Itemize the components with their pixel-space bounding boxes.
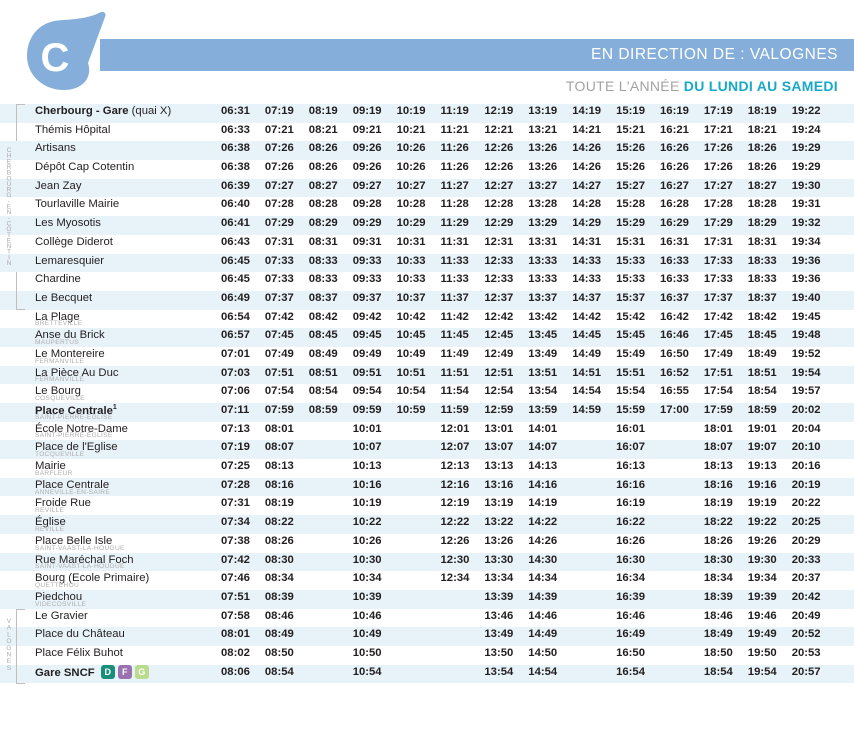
svg-text:C: C	[41, 36, 70, 80]
svg-text:VALOGNES: VALOGNES	[6, 618, 11, 672]
